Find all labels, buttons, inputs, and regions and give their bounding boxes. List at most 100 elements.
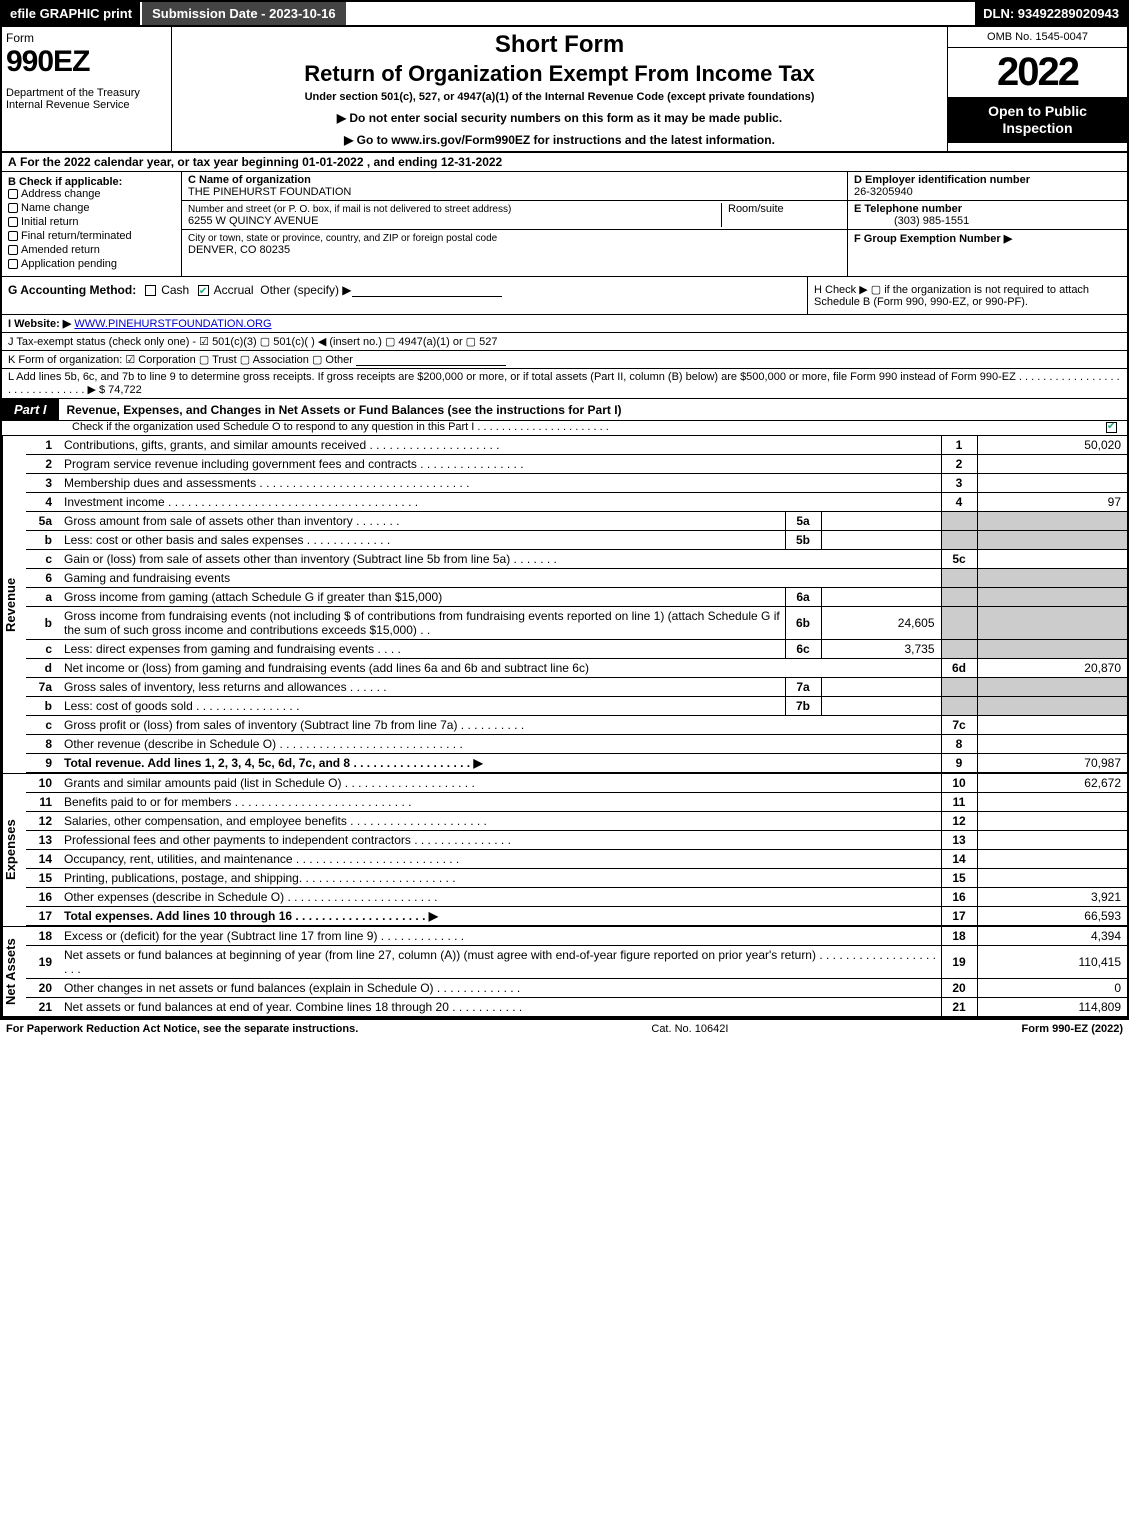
val-6d: 20,870 bbox=[977, 659, 1127, 678]
num-9: 9 bbox=[941, 754, 977, 773]
num-17: 17 bbox=[941, 907, 977, 926]
desc-20: Other changes in net assets or fund bala… bbox=[60, 979, 941, 998]
department: Department of the Treasury Internal Reve… bbox=[6, 87, 167, 111]
desc-14: Occupancy, rent, utilities, and maintena… bbox=[60, 850, 941, 869]
desc-19: Net assets or fund balances at beginning… bbox=[60, 946, 941, 979]
desc-4: Investment income . . . . . . . . . . . … bbox=[60, 493, 941, 512]
ln-5b: b bbox=[26, 531, 60, 550]
mini-6a: 6a bbox=[785, 588, 821, 607]
room-suite: Room/suite bbox=[721, 203, 841, 227]
num-11: 11 bbox=[941, 793, 977, 812]
row-l: L Add lines 5b, 6c, and 7b to line 9 to … bbox=[2, 369, 1127, 399]
lbl-other: Other (specify) ▶ bbox=[260, 283, 351, 297]
ln-5a: 5a bbox=[26, 512, 60, 531]
val-17: 66,593 bbox=[977, 907, 1127, 926]
check-schedule-o[interactable] bbox=[1106, 422, 1117, 433]
ln-5c: c bbox=[26, 550, 60, 569]
desc-1: Contributions, gifts, grants, and simila… bbox=[60, 436, 941, 455]
check-accrual[interactable] bbox=[198, 285, 209, 296]
other-specify-field[interactable] bbox=[352, 285, 502, 297]
city-state-zip: DENVER, CO 80235 bbox=[188, 244, 290, 256]
org-name: THE PINEHURST FOUNDATION bbox=[188, 186, 351, 198]
num-8: 8 bbox=[941, 735, 977, 754]
lbl-accrual: Accrual bbox=[214, 283, 254, 297]
desc-6a: Gross income from gaming (attach Schedul… bbox=[60, 588, 785, 607]
lbl-name-change: Name change bbox=[21, 202, 90, 214]
col-b-checks: B Check if applicable: Address change Na… bbox=[2, 172, 182, 276]
ln-21: 21 bbox=[26, 998, 60, 1017]
check-name-change[interactable] bbox=[8, 203, 18, 213]
part-1-sub-text: Check if the organization used Schedule … bbox=[72, 421, 609, 433]
desc-7b: Less: cost of goods sold . . . . . . . .… bbox=[60, 697, 785, 716]
check-final-return[interactable] bbox=[8, 231, 18, 241]
minival-7a bbox=[821, 678, 941, 697]
org-other-field[interactable] bbox=[356, 354, 506, 366]
minival-7b bbox=[821, 697, 941, 716]
desc-16: Other expenses (describe in Schedule O) … bbox=[60, 888, 941, 907]
expenses-section: Expenses 10Grants and similar amounts pa… bbox=[2, 774, 1127, 927]
revenue-section: Revenue 1Contributions, gifts, grants, a… bbox=[2, 436, 1127, 774]
part-1-subheader: Check if the organization used Schedule … bbox=[2, 421, 1127, 436]
check-application-pending[interactable] bbox=[8, 259, 18, 269]
val-12 bbox=[977, 812, 1127, 831]
lbl-application-pending: Application pending bbox=[21, 258, 117, 270]
row-k: K Form of organization: ☑ Corporation ▢ … bbox=[2, 351, 1127, 369]
part-1-header: Part I Revenue, Expenses, and Changes in… bbox=[2, 399, 1127, 421]
desc-7c: Gross profit or (loss) from sales of inv… bbox=[60, 716, 941, 735]
omb-number: OMB No. 1545-0047 bbox=[948, 27, 1127, 48]
row-a-calendar: A For the 2022 calendar year, or tax yea… bbox=[2, 153, 1127, 172]
mini-6c: 6c bbox=[785, 640, 821, 659]
mini-6b: 6b bbox=[785, 607, 821, 640]
check-cash[interactable] bbox=[145, 285, 156, 296]
check-address-change[interactable] bbox=[8, 189, 18, 199]
part-1-title: Revenue, Expenses, and Changes in Net As… bbox=[59, 400, 1127, 420]
info-grid: B Check if applicable: Address change Na… bbox=[2, 172, 1127, 277]
desc-5b: Less: cost or other basis and sales expe… bbox=[60, 531, 785, 550]
desc-12: Salaries, other compensation, and employ… bbox=[60, 812, 941, 831]
num-7c: 7c bbox=[941, 716, 977, 735]
row-a-label: A bbox=[8, 155, 17, 169]
ln-15: 15 bbox=[26, 869, 60, 888]
tax-year: 2022 bbox=[948, 48, 1127, 97]
desc-15: Printing, publications, postage, and shi… bbox=[60, 869, 941, 888]
ln-7b: b bbox=[26, 697, 60, 716]
check-amended-return[interactable] bbox=[8, 245, 18, 255]
website-link[interactable]: WWW.PINEHURSTFOUNDATION.ORG bbox=[74, 318, 271, 330]
minival-6a bbox=[821, 588, 941, 607]
lbl-initial-return: Initial return bbox=[21, 216, 78, 228]
val-7c bbox=[977, 716, 1127, 735]
ln-1: 1 bbox=[26, 436, 60, 455]
tel-label: E Telephone number bbox=[854, 203, 962, 215]
ln-6d: d bbox=[26, 659, 60, 678]
ln-12: 12 bbox=[26, 812, 60, 831]
goto-note: ▶ Go to www.irs.gov/Form990EZ for instru… bbox=[180, 133, 939, 147]
efile-label[interactable]: efile GRAPHIC print bbox=[2, 2, 140, 25]
num-13: 13 bbox=[941, 831, 977, 850]
check-initial-return[interactable] bbox=[8, 217, 18, 227]
tel-value: (303) 985-1551 bbox=[854, 215, 969, 227]
num-14: 14 bbox=[941, 850, 977, 869]
minival-6c: 3,735 bbox=[821, 640, 941, 659]
minival-5b bbox=[821, 531, 941, 550]
ln-6b: b bbox=[26, 607, 60, 640]
desc-5c: Gain or (loss) from sale of assets other… bbox=[60, 550, 941, 569]
num-18: 18 bbox=[941, 927, 977, 946]
num-2: 2 bbox=[941, 455, 977, 474]
desc-6c: Less: direct expenses from gaming and fu… bbox=[60, 640, 785, 659]
num-19: 19 bbox=[941, 946, 977, 979]
num-21: 21 bbox=[941, 998, 977, 1017]
shade-5a bbox=[941, 512, 977, 531]
val-2 bbox=[977, 455, 1127, 474]
short-form-title: Short Form bbox=[180, 31, 939, 59]
desc-6d: Net income or (loss) from gaming and fun… bbox=[60, 659, 941, 678]
net-assets-side-label: Net Assets bbox=[2, 927, 26, 1016]
ln-20: 20 bbox=[26, 979, 60, 998]
val-11 bbox=[977, 793, 1127, 812]
desc-18: Excess or (deficit) for the year (Subtra… bbox=[60, 927, 941, 946]
val-18: 4,394 bbox=[977, 927, 1127, 946]
ssn-note: ▶ Do not enter social security numbers o… bbox=[180, 111, 939, 125]
val-14 bbox=[977, 850, 1127, 869]
val-9: 70,987 bbox=[977, 754, 1127, 773]
mini-7a: 7a bbox=[785, 678, 821, 697]
num-5c: 5c bbox=[941, 550, 977, 569]
